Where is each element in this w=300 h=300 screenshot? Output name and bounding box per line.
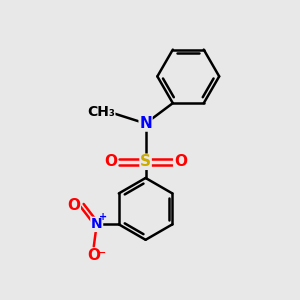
Text: O: O [87, 248, 100, 263]
Text: O: O [104, 154, 117, 169]
Text: −: − [97, 248, 107, 258]
Text: N: N [139, 116, 152, 131]
Text: +: + [99, 212, 107, 222]
Text: CH₃: CH₃ [87, 105, 115, 119]
Text: N: N [91, 217, 103, 231]
Text: O: O [174, 154, 187, 169]
Text: O: O [67, 198, 80, 213]
Text: S: S [140, 154, 151, 169]
